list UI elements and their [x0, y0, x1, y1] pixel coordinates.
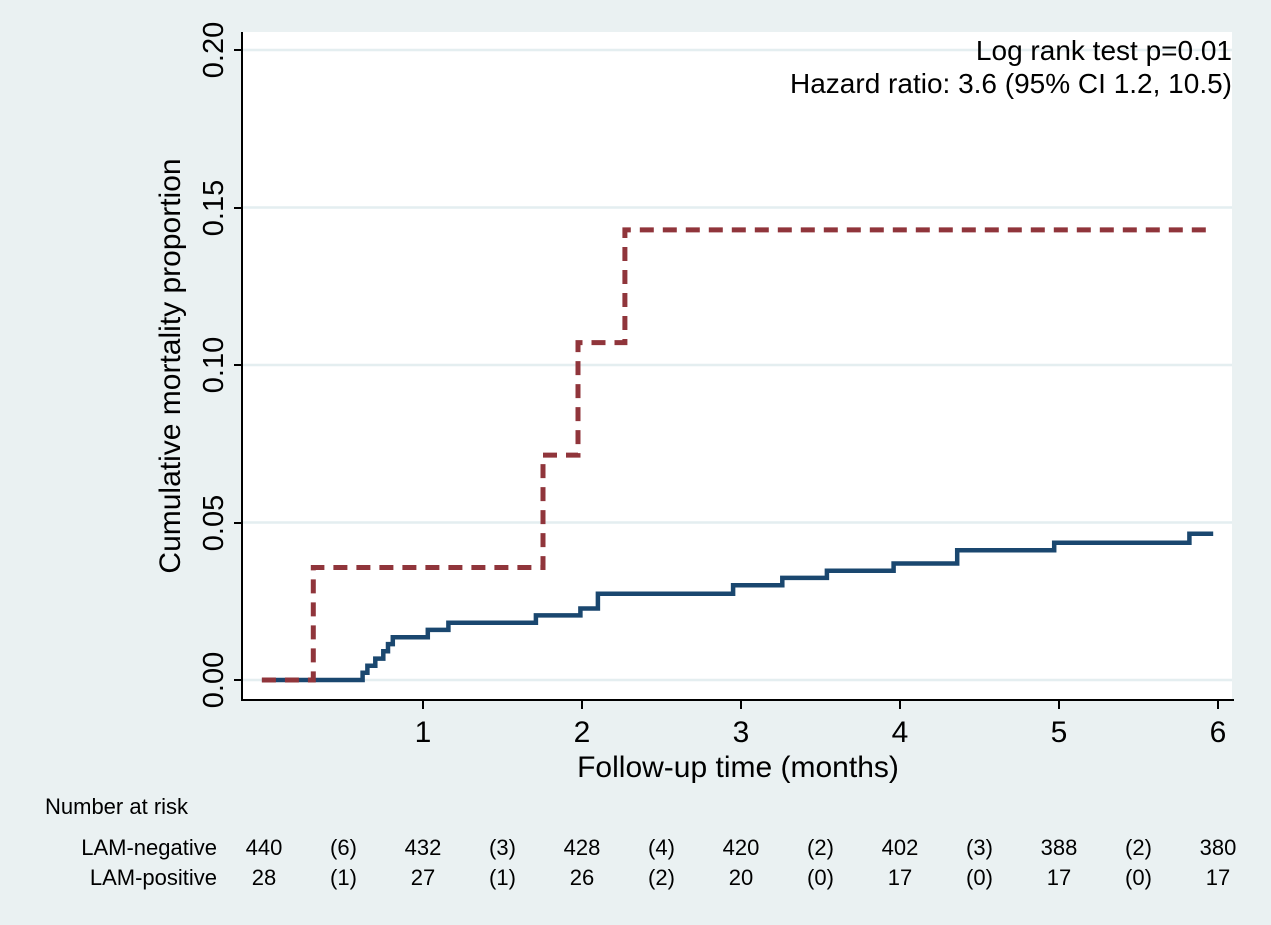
- survival-curve-lam-negative: [261, 531, 1214, 683]
- risk-cell: 402: [881, 835, 919, 860]
- risk-cell: 17: [1046, 865, 1072, 890]
- risk-cell: 440: [245, 835, 283, 860]
- x-tick-mark: [1217, 701, 1219, 709]
- x-tick-label: 1: [414, 716, 432, 749]
- risk-cell: (0): [807, 865, 834, 890]
- risk-cell: 420: [722, 835, 760, 860]
- risk-cell: 26: [569, 865, 595, 890]
- risk-cell: (6): [330, 835, 357, 860]
- y-axis-title: Cumulative mortality proportion: [154, 158, 187, 574]
- risk-cell: (2): [1125, 835, 1152, 860]
- risk-cell: (1): [330, 865, 357, 890]
- risk-cell: (1): [489, 865, 516, 890]
- risk-row-label-lam-negative: LAM-negative: [81, 835, 217, 860]
- y-tick-mark: [234, 679, 242, 681]
- risk-cell: (2): [648, 865, 675, 890]
- risk-cell: 20: [728, 865, 754, 890]
- y-tick-label: 0.10: [198, 336, 230, 394]
- risk-cell: 380: [1199, 835, 1237, 860]
- risk-cell: 428: [563, 835, 601, 860]
- risk-cell: (0): [966, 865, 993, 890]
- risk-cell: 432: [404, 835, 442, 860]
- risk-cell: (0): [1125, 865, 1152, 890]
- risk-cell: 17: [1205, 865, 1231, 890]
- y-tick-mark: [234, 206, 242, 209]
- survival-curve-lam-positive: [261, 227, 1214, 683]
- y-tick-mark: [234, 521, 242, 524]
- y-tick-label: 0.20: [198, 21, 230, 79]
- x-tick-mark: [422, 701, 424, 709]
- risk-row-label-lam-positive: LAM-positive: [89, 865, 217, 890]
- y-tick-label: 0.05: [198, 494, 230, 551]
- x-axis-title: Follow-up time (months): [577, 751, 899, 784]
- risk-cell: 388: [1040, 835, 1078, 860]
- x-tick-mark: [581, 701, 583, 709]
- plot-area: Log rank test p=0.01 Hazard ratio: 3.6 (…: [243, 32, 1232, 699]
- risk-cell: (3): [489, 835, 516, 860]
- x-tick-mark: [899, 701, 901, 709]
- x-tick-mark: [740, 701, 742, 709]
- y-tick-mark: [234, 364, 242, 366]
- risk-cell: (3): [966, 835, 993, 860]
- risk-table-header: Number at risk: [45, 794, 189, 819]
- x-tick-mark: [1058, 701, 1060, 709]
- survival-curves-svg: [243, 48, 1232, 683]
- y-tick-label: 0.00: [198, 651, 230, 709]
- x-tick-label: 2: [573, 716, 591, 749]
- log-rank-text: Log rank test p=0.01: [975, 35, 1232, 66]
- y-tick-label: 0.15: [198, 179, 230, 236]
- y-tick-mark: [234, 49, 242, 51]
- risk-cell: 27: [410, 865, 436, 890]
- risk-cell: 17: [887, 865, 913, 890]
- risk-cell: (4): [648, 835, 675, 860]
- risk-cell: 28: [251, 865, 277, 890]
- x-axis-line: [241, 699, 1234, 701]
- stats-annotation: Log rank test p=0.01 Hazard ratio: 3.6 (…: [790, 34, 1232, 100]
- y-axis-line: [241, 32, 243, 701]
- x-tick-label: 5: [1050, 716, 1068, 749]
- x-tick-label: 4: [891, 716, 909, 749]
- risk-cell: (2): [807, 835, 834, 860]
- x-tick-label: 3: [732, 716, 750, 749]
- x-tick-label: 6: [1209, 716, 1227, 749]
- hazard-ratio-text: Hazard ratio: 3.6 (95% CI 1.2, 10.5): [790, 68, 1232, 99]
